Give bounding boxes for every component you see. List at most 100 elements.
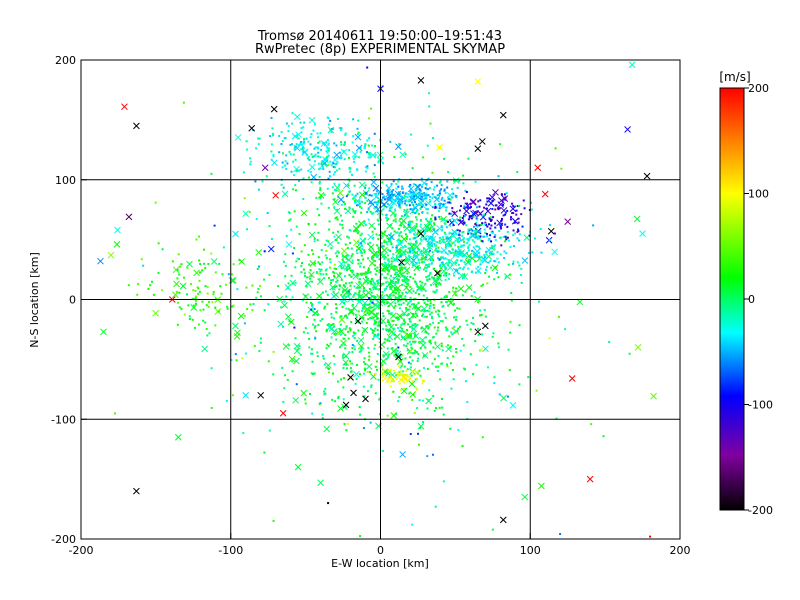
data-point-dot — [332, 323, 335, 326]
data-point-dot — [492, 332, 495, 335]
data-point-dot — [443, 231, 446, 234]
data-point-dot — [384, 264, 387, 267]
data-point-dot — [363, 249, 366, 252]
grid-lines — [81, 60, 680, 539]
data-point-dot — [366, 165, 369, 168]
data-point-dot — [340, 127, 343, 130]
data-point-x — [353, 370, 360, 378]
data-point-dot — [381, 450, 384, 453]
data-point-dot — [434, 203, 437, 206]
data-point-dot — [319, 186, 322, 189]
data-point-dot — [369, 153, 372, 156]
data-point-dot — [391, 246, 394, 249]
data-point-dot — [136, 293, 139, 296]
data-point-dot — [327, 149, 330, 152]
data-point-dot — [330, 247, 333, 250]
data-point-dot — [442, 203, 445, 206]
data-point-dot — [348, 267, 351, 270]
data-point-dot — [377, 247, 380, 250]
data-point-dot — [318, 263, 321, 266]
data-point-dot — [414, 307, 417, 310]
data-point-dot — [290, 228, 293, 231]
data-point-dot — [416, 308, 419, 311]
data-point-dot — [373, 308, 376, 311]
data-point-dot — [392, 290, 395, 293]
data-point-x — [446, 264, 454, 271]
data-point-dot — [182, 101, 185, 104]
data-point-dot — [360, 262, 363, 265]
data-point-dot — [378, 198, 381, 201]
data-point-dot — [395, 377, 398, 380]
data-point-dot — [344, 133, 347, 136]
data-point-dot — [404, 295, 407, 298]
data-point-x — [564, 218, 572, 226]
colorbar-tick-label: 200 — [748, 82, 769, 95]
data-point-x — [354, 133, 362, 141]
data-point-dot — [380, 366, 383, 369]
data-point-dot — [420, 287, 423, 290]
data-point-dot — [334, 166, 337, 169]
data-point-x — [451, 210, 459, 217]
data-point-dot — [475, 229, 478, 232]
data-point-dot — [428, 105, 431, 108]
data-point-dot — [350, 370, 353, 373]
data-point-x — [332, 198, 339, 206]
data-point-dot — [493, 245, 496, 248]
data-point-dot — [424, 346, 427, 349]
data-point-dot — [449, 362, 452, 365]
data-point-dot — [199, 271, 202, 274]
data-point-dot — [333, 333, 336, 336]
x-tick-label: 0 — [377, 544, 384, 557]
data-point-dot — [367, 346, 370, 349]
data-point-dot — [430, 262, 433, 265]
data-point-dot — [323, 193, 326, 196]
data-point-dot — [418, 369, 421, 372]
data-point-dot — [413, 250, 416, 253]
data-point-dot — [462, 174, 465, 177]
data-point-dot — [310, 348, 313, 351]
data-point-dot — [502, 235, 505, 238]
data-point-dot — [425, 203, 428, 206]
data-point-dot — [431, 193, 434, 196]
data-point-x — [309, 260, 317, 267]
data-point-dot — [327, 123, 330, 126]
data-point-dot — [349, 328, 352, 331]
data-point-dot — [344, 207, 347, 210]
data-point-dot — [425, 208, 428, 211]
data-point-dot — [381, 181, 384, 184]
data-point-dot — [395, 257, 398, 260]
data-point-dot — [370, 107, 373, 110]
data-point-dot — [463, 214, 466, 217]
data-point-dot — [409, 250, 412, 253]
data-point-x — [399, 151, 406, 159]
data-point-dot — [332, 278, 335, 281]
data-point-dot — [373, 373, 376, 376]
data-point-dot — [438, 239, 441, 242]
data-point-dot — [366, 257, 369, 260]
data-point-dot — [363, 222, 366, 225]
data-point-dot — [406, 308, 409, 311]
data-point-dot — [317, 272, 320, 275]
data-point-dot — [326, 293, 329, 296]
data-point-dot — [474, 234, 477, 237]
data-point-dot — [305, 301, 308, 304]
data-point-dot — [366, 303, 369, 306]
data-point-dot — [425, 256, 428, 259]
data-point-dot — [399, 217, 402, 220]
data-point-x — [242, 210, 250, 218]
data-point-dot — [427, 332, 430, 335]
data-point-dot — [377, 279, 380, 282]
data-point-dot — [315, 270, 318, 273]
data-point-dot — [332, 231, 335, 234]
data-point-x — [350, 389, 357, 397]
data-point-dot — [376, 203, 379, 206]
data-point-dot — [358, 205, 361, 208]
data-point-dot — [490, 266, 493, 269]
data-point-dot — [344, 314, 347, 317]
data-point-dot — [371, 316, 374, 319]
data-point-dot — [330, 127, 333, 130]
data-point-dot — [420, 258, 423, 261]
data-point-dot — [454, 194, 457, 197]
data-point-dot — [489, 246, 492, 249]
data-point-dot — [417, 301, 420, 304]
